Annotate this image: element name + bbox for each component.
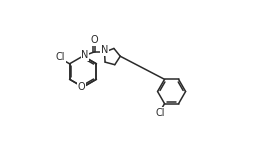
Text: N: N (101, 45, 108, 55)
Text: N: N (81, 50, 89, 60)
Text: O: O (78, 82, 85, 92)
Text: Cl: Cl (156, 108, 165, 118)
Text: Cl: Cl (56, 52, 65, 62)
Text: O: O (90, 35, 98, 45)
